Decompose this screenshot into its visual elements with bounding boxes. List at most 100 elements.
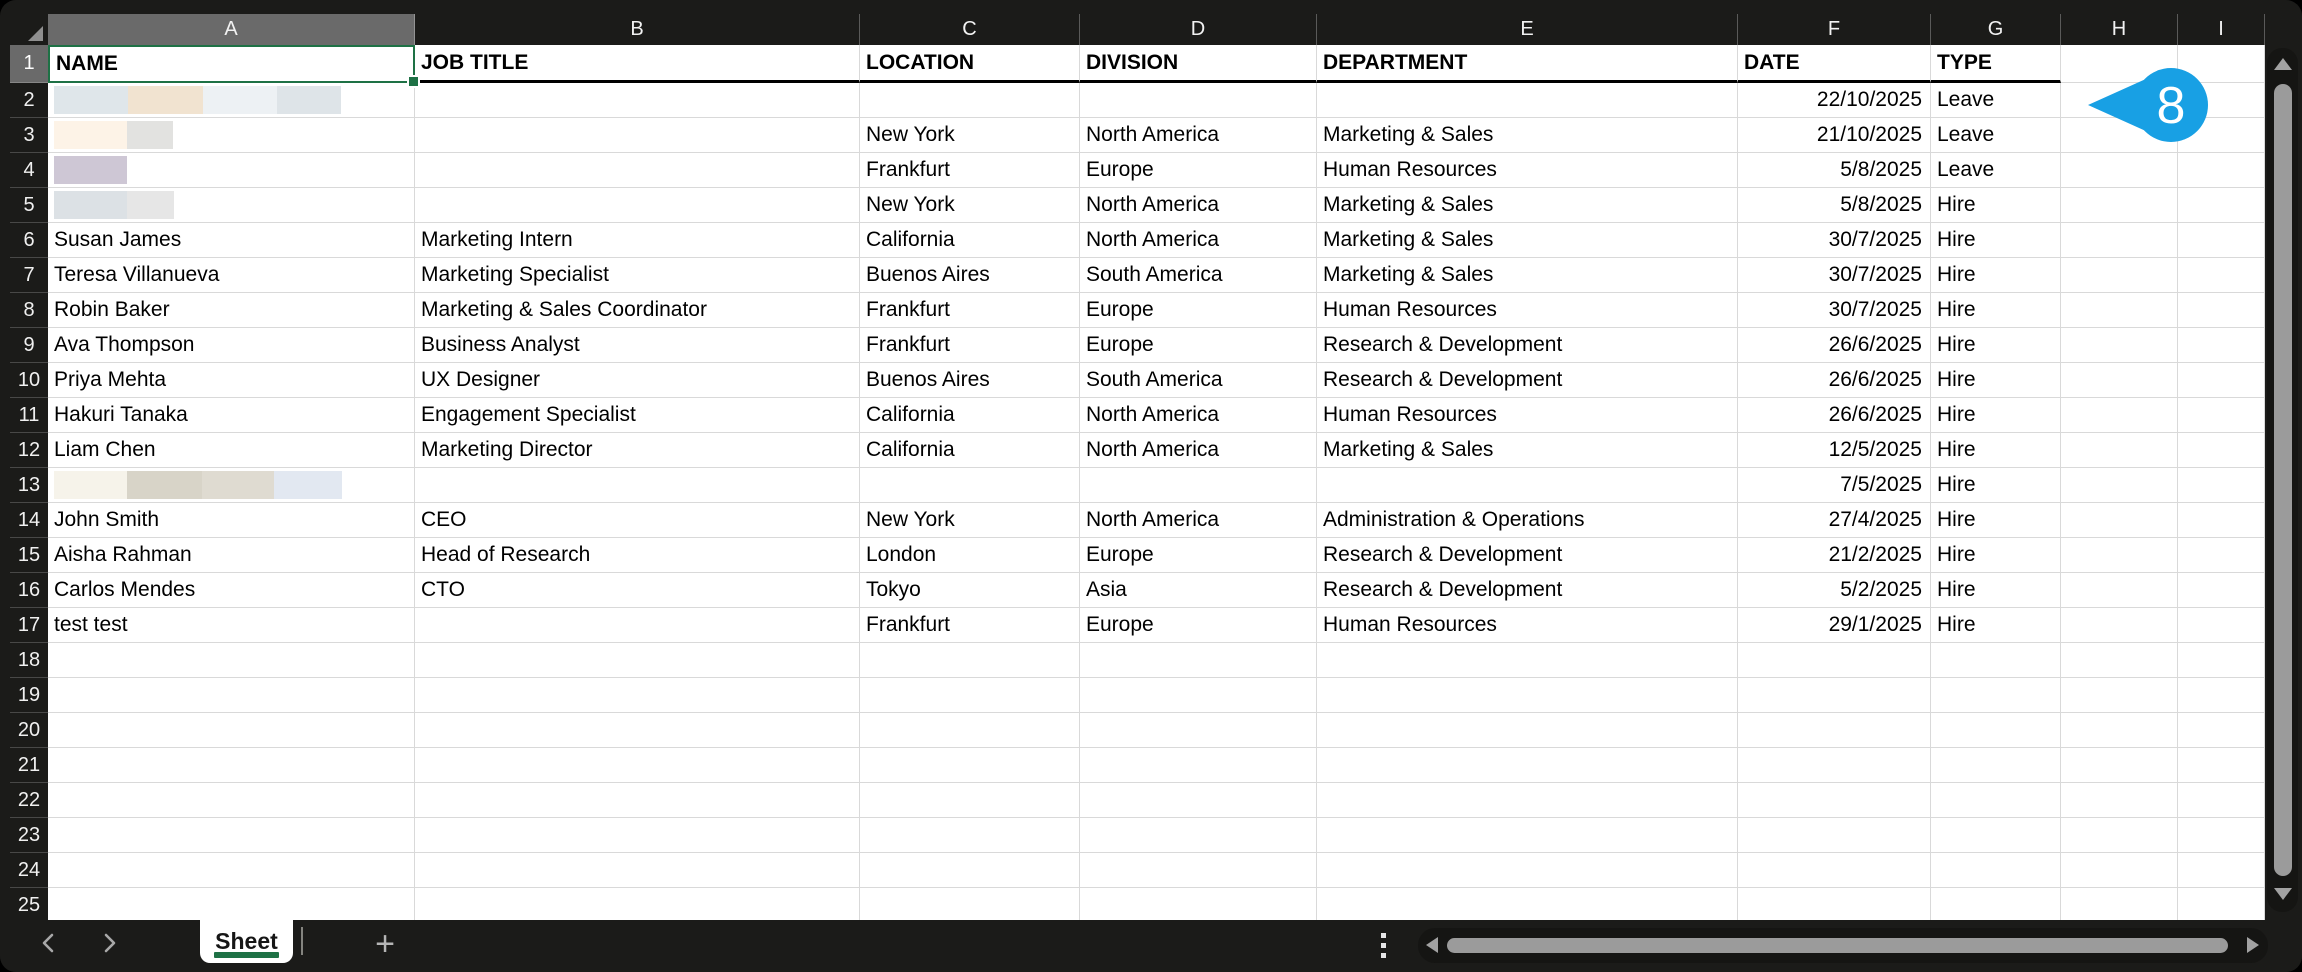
cell-H19[interactable]: [2061, 678, 2178, 713]
cell-H24[interactable]: [2061, 853, 2178, 888]
cell-C14[interactable]: New York: [860, 503, 1080, 538]
row-header-20[interactable]: 20: [10, 713, 48, 748]
cell-D5[interactable]: North America: [1080, 188, 1317, 223]
cell-H13[interactable]: [2061, 468, 2178, 503]
cell-B21[interactable]: [415, 748, 860, 783]
cell-G22[interactable]: [1931, 783, 2061, 818]
cell-D14[interactable]: North America: [1080, 503, 1317, 538]
column-header-A[interactable]: A: [48, 14, 415, 45]
row-header-10[interactable]: 10: [10, 363, 48, 398]
cell-B25[interactable]: [415, 888, 860, 920]
cell-H6[interactable]: [2061, 223, 2178, 258]
cell-D7[interactable]: South America: [1080, 258, 1317, 293]
cell-H23[interactable]: [2061, 818, 2178, 853]
cell-G2[interactable]: Leave: [1931, 83, 2061, 118]
cell-A21[interactable]: [48, 748, 415, 783]
cell-A15[interactable]: Aisha Rahman: [48, 538, 415, 573]
cell-I12[interactable]: [2178, 433, 2265, 468]
cell-G4[interactable]: Leave: [1931, 153, 2061, 188]
chevron-left-icon[interactable]: [36, 930, 62, 956]
cell-F8[interactable]: 30/7/2025: [1738, 293, 1931, 328]
cell-C12[interactable]: California: [860, 433, 1080, 468]
cell-E12[interactable]: Marketing & Sales: [1317, 433, 1738, 468]
cell-A14[interactable]: John Smith: [48, 503, 415, 538]
cell-C22[interactable]: [860, 783, 1080, 818]
row-header-11[interactable]: 11: [10, 398, 48, 433]
cell-D10[interactable]: South America: [1080, 363, 1317, 398]
cell-C21[interactable]: [860, 748, 1080, 783]
cell-G25[interactable]: [1931, 888, 2061, 920]
cell-A19[interactable]: [48, 678, 415, 713]
cell-A17[interactable]: test test: [48, 608, 415, 643]
cell-B10[interactable]: UX Designer: [415, 363, 860, 398]
cell-H11[interactable]: [2061, 398, 2178, 433]
cell-E3[interactable]: Marketing & Sales: [1317, 118, 1738, 153]
cell-E20[interactable]: [1317, 713, 1738, 748]
cell-F11[interactable]: 26/6/2025: [1738, 398, 1931, 433]
cell-C23[interactable]: [860, 818, 1080, 853]
row-header-1[interactable]: 1: [10, 45, 48, 83]
cell-F16[interactable]: 5/2/2025: [1738, 573, 1931, 608]
cell-I19[interactable]: [2178, 678, 2265, 713]
cell-C17[interactable]: Frankfurt: [860, 608, 1080, 643]
cell-A18[interactable]: [48, 643, 415, 678]
cell-D22[interactable]: [1080, 783, 1317, 818]
cell-A5[interactable]: [48, 188, 415, 223]
cell-F6[interactable]: 30/7/2025: [1738, 223, 1931, 258]
cell-C3[interactable]: New York: [860, 118, 1080, 153]
cell-G19[interactable]: [1931, 678, 2061, 713]
cell-F18[interactable]: [1738, 643, 1931, 678]
cell-I20[interactable]: [2178, 713, 2265, 748]
select-all-corner[interactable]: [10, 14, 48, 45]
cell-H21[interactable]: [2061, 748, 2178, 783]
cell-G14[interactable]: Hire: [1931, 503, 2061, 538]
cell-A7[interactable]: Teresa Villanueva: [48, 258, 415, 293]
cell-I25[interactable]: [2178, 888, 2265, 920]
cell-E22[interactable]: [1317, 783, 1738, 818]
vertical-scrollbar-thumb[interactable]: [2274, 84, 2292, 876]
cell-H16[interactable]: [2061, 573, 2178, 608]
cell-I6[interactable]: [2178, 223, 2265, 258]
cell-H18[interactable]: [2061, 643, 2178, 678]
cell-F2[interactable]: 22/10/2025: [1738, 83, 1931, 118]
cell-C9[interactable]: Frankfurt: [860, 328, 1080, 363]
triangle-down-icon[interactable]: [2274, 888, 2292, 900]
cell-I3[interactable]: [2178, 118, 2265, 153]
cell-D25[interactable]: [1080, 888, 1317, 920]
cell-D18[interactable]: [1080, 643, 1317, 678]
cell-C11[interactable]: California: [860, 398, 1080, 433]
cell-G21[interactable]: [1931, 748, 2061, 783]
cell-D20[interactable]: [1080, 713, 1317, 748]
cell-B20[interactable]: [415, 713, 860, 748]
cell-D2[interactable]: [1080, 83, 1317, 118]
row-header-14[interactable]: 14: [10, 503, 48, 538]
cell-E10[interactable]: Research & Development: [1317, 363, 1738, 398]
cell-H20[interactable]: [2061, 713, 2178, 748]
cell-I5[interactable]: [2178, 188, 2265, 223]
row-header-24[interactable]: 24: [10, 853, 48, 888]
cell-G10[interactable]: Hire: [1931, 363, 2061, 398]
cell-F21[interactable]: [1738, 748, 1931, 783]
cell-E21[interactable]: [1317, 748, 1738, 783]
row-header-25[interactable]: 25: [10, 888, 48, 923]
cell-F23[interactable]: [1738, 818, 1931, 853]
triangle-right-icon[interactable]: [2247, 937, 2259, 953]
cell-E5[interactable]: Marketing & Sales: [1317, 188, 1738, 223]
add-sheet-button[interactable]: +: [369, 922, 401, 966]
cell-I18[interactable]: [2178, 643, 2265, 678]
column-header-B[interactable]: B: [415, 14, 860, 45]
cell-B1[interactable]: JOB TITLE: [415, 45, 860, 83]
cell-G3[interactable]: Leave: [1931, 118, 2061, 153]
cell-H10[interactable]: [2061, 363, 2178, 398]
cell-B3[interactable]: [415, 118, 860, 153]
cell-D23[interactable]: [1080, 818, 1317, 853]
cell-I14[interactable]: [2178, 503, 2265, 538]
column-header-I[interactable]: I: [2178, 14, 2265, 45]
column-header-H[interactable]: H: [2061, 14, 2178, 45]
cell-A4[interactable]: [48, 153, 415, 188]
cell-C13[interactable]: [860, 468, 1080, 503]
cell-B8[interactable]: Marketing & Sales Coordinator: [415, 293, 860, 328]
cell-D16[interactable]: Asia: [1080, 573, 1317, 608]
column-header-F[interactable]: F: [1738, 14, 1931, 45]
row-header-19[interactable]: 19: [10, 678, 48, 713]
